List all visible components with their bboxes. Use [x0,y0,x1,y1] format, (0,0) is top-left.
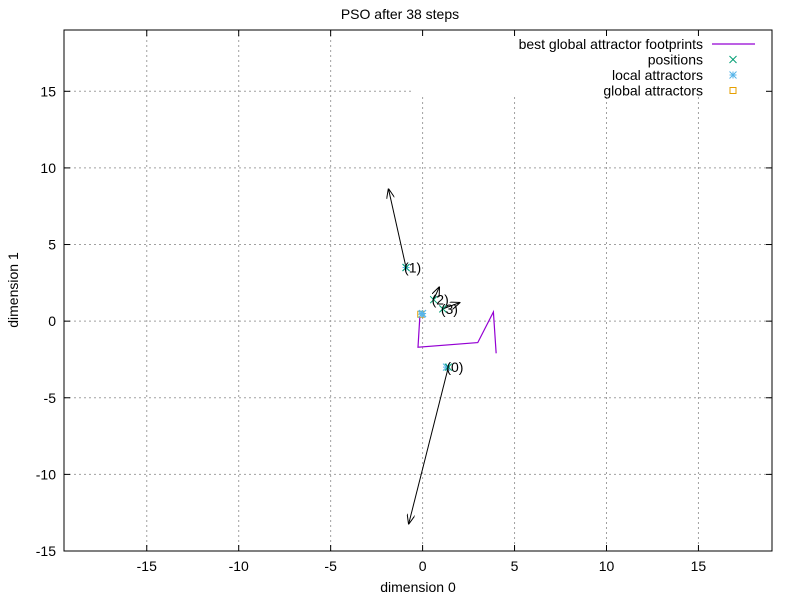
local-attractor-marker [417,310,426,319]
y-tick-label: 0 [48,313,56,329]
y-tick-label: 15 [40,83,56,99]
legend-swatch-square [729,87,737,94]
legend-label: global attractors [603,83,703,99]
position-marker [402,263,410,272]
velocity-arrow [442,303,460,309]
legend: best global attractor footprintsposition… [519,36,755,99]
position-label: (2) [432,292,449,308]
footprint-line [417,309,497,354]
legend-label: best global attractor footprints [519,36,703,52]
position-label: (0) [446,359,463,375]
legend-swatch-x [729,55,737,64]
y-tick-label: 5 [48,237,56,253]
x-tick-label: -15 [137,558,157,574]
legend-label: positions [648,52,703,68]
chart-title: PSO after 38 steps [341,6,459,22]
x-tick-label: -10 [229,558,249,574]
position-label: (1) [404,260,421,276]
position-marker [429,295,438,304]
x-tick-label: 0 [419,558,427,574]
y-axis-label: dimension 1 [5,252,21,328]
position-marker [438,305,447,313]
legend-swatch-star [729,71,737,79]
y-tick-label: -10 [36,466,56,482]
x-tick-label: -5 [324,558,337,574]
data-layer: (0) (1) (2)(3) [389,189,497,523]
y-tick-label: 10 [40,160,56,176]
velocity-arrow [389,189,407,268]
y-tick-label: -5 [44,390,57,406]
position-marker [444,363,453,371]
legend-label: local attractors [612,67,703,83]
position-label: (3) [441,301,458,317]
x-tick-label: 5 [511,558,519,574]
grid [64,30,772,552]
y-tick-label: -15 [36,543,56,559]
velocity-arrow [409,366,449,523]
x-tick-label: 10 [599,558,615,574]
x-axis-label: dimension 0 [380,579,456,595]
plot-frame [63,29,773,552]
x-tick-label: 15 [691,558,707,574]
axis-ticks: -15 -10 -5 0 5 10 15 -15 -10 -5 0 5 10 15 [36,30,772,574]
velocity-arrow [434,287,440,300]
